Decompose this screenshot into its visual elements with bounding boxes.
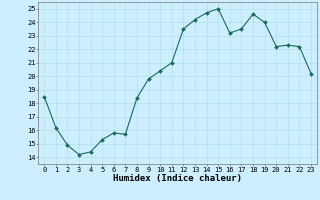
X-axis label: Humidex (Indice chaleur): Humidex (Indice chaleur) bbox=[113, 174, 242, 183]
